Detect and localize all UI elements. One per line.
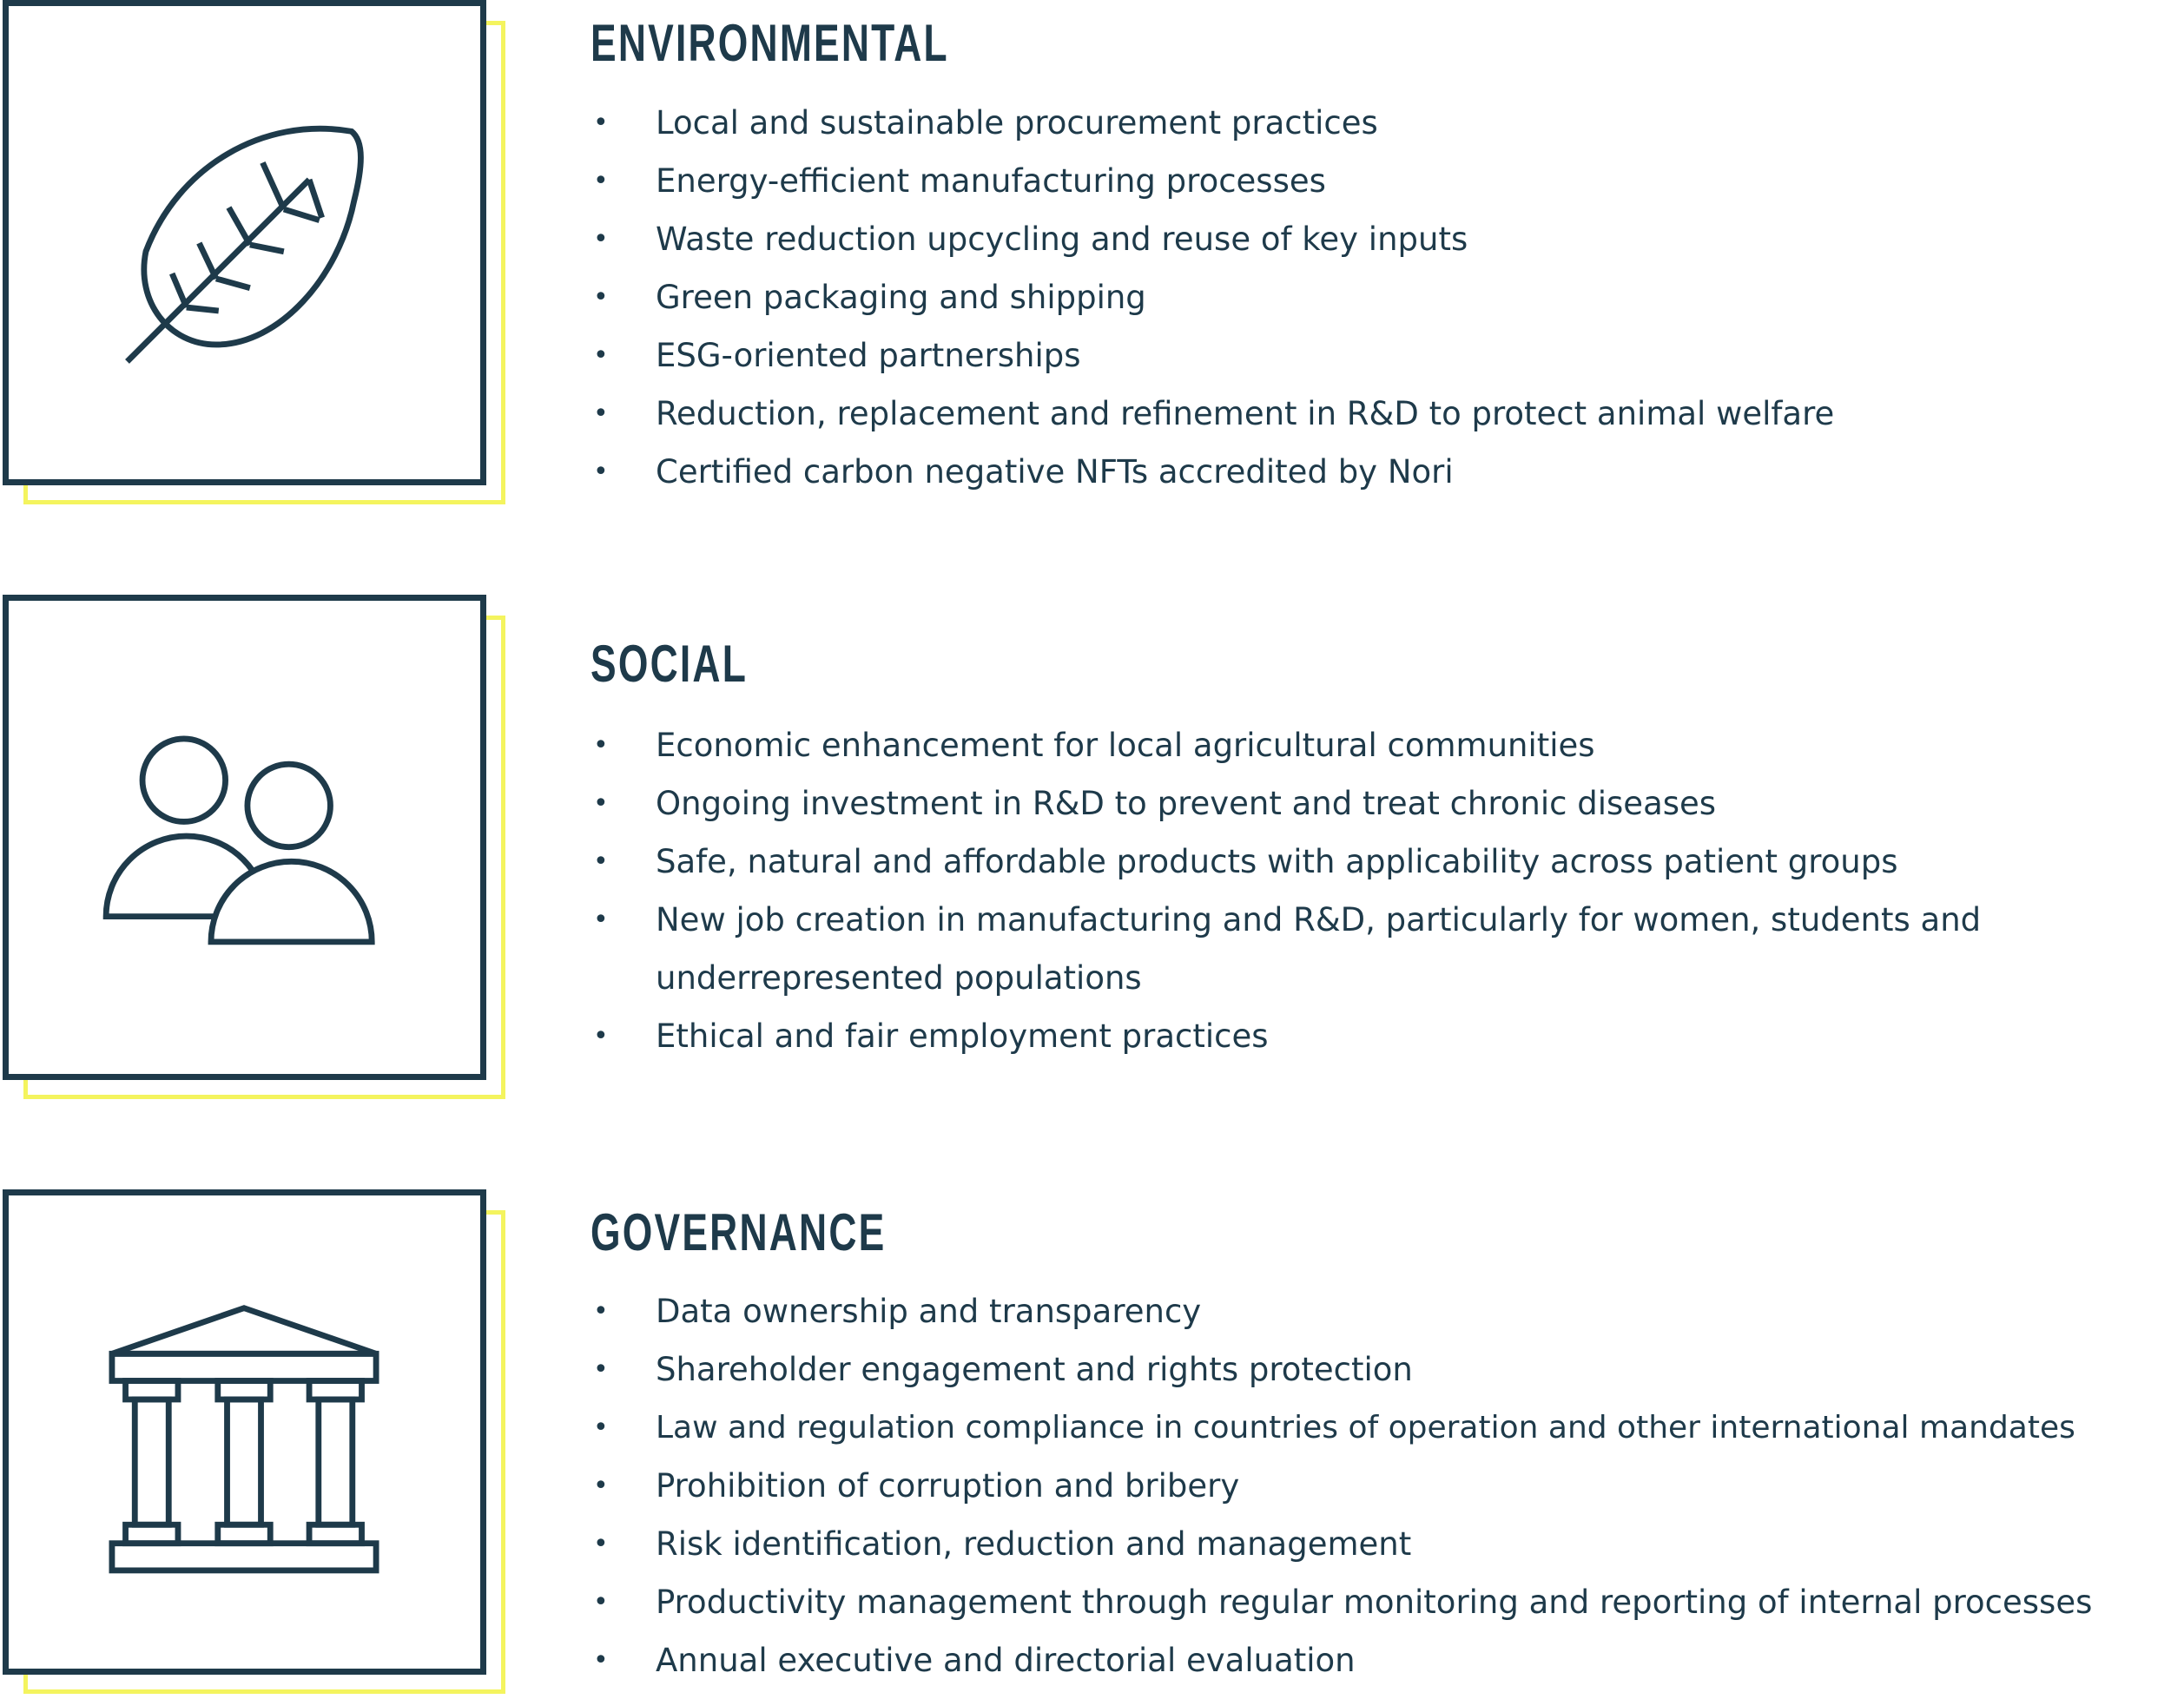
section-title: GOVERNANCE <box>591 1203 887 1261</box>
list-item-text: ESG-oriented partnerships <box>656 337 1081 374</box>
list-item-text: Economic enhancement for local agricultu… <box>656 727 1595 764</box>
list-item-text: Ongoing investment in R&D to prevent and… <box>656 785 1717 822</box>
section-title: ENVIRONMENTAL <box>591 14 949 72</box>
list-item: • Safe, natural and affordable products w… <box>591 833 2180 891</box>
environmental-icon-box <box>3 0 505 504</box>
list-item-text: Annual executive and directorial evaluat… <box>656 1642 1356 1679</box>
list-item-text: New job creation in manufacturing and R&… <box>656 901 1982 997</box>
bullet: • <box>593 1354 609 1385</box>
bullet: • <box>593 340 609 371</box>
governance-list: • Data ownership and transparency • Shareh… <box>591 1282 2180 1689</box>
bullet: • <box>593 1645 609 1676</box>
bullet: • <box>593 166 609 196</box>
people-icon <box>102 735 375 945</box>
building-columns-icon <box>109 1305 379 1574</box>
bullet: • <box>593 457 609 487</box>
bullet: • <box>593 282 609 313</box>
list-item: • New job creation in manufacturing and R… <box>591 891 2180 1007</box>
section-title: SOCIAL <box>591 635 749 693</box>
icon-box-frame <box>3 0 486 485</box>
icon-box-frame <box>3 595 486 1080</box>
list-item-text: Safe, natural and affordable products wi… <box>656 843 1898 880</box>
bullet: • <box>593 1587 609 1617</box>
list-item: • Ethical and fair employment practices <box>591 1007 2180 1065</box>
list-item: • Annual executive and directorial evalua… <box>591 1631 2180 1689</box>
bullet: • <box>593 905 609 935</box>
icon-box-frame <box>3 1189 486 1675</box>
list-item-text: Certified carbon negative NFTs accredite… <box>656 453 1454 491</box>
bullet: • <box>593 224 609 254</box>
social-list: • Economic enhancement for local agricult… <box>591 716 2180 1065</box>
list-item: • Local and sustainable procurement pract… <box>591 94 2180 152</box>
bullet: • <box>593 730 609 761</box>
leaf-icon <box>125 125 364 364</box>
bullet: • <box>593 788 609 819</box>
list-item: • Energy-efficient manufacturing processe… <box>591 152 2180 210</box>
list-item-text: Energy-efficient manufacturing processes <box>656 162 1326 200</box>
bullet: • <box>593 1471 609 1501</box>
bullet: • <box>593 1413 609 1443</box>
list-item: • Green packaging and shipping <box>591 268 2180 326</box>
list-item: • Reduction, replacement and refinement i… <box>591 385 2180 443</box>
list-item-text: Reduction, replacement and refinement in… <box>656 395 1835 432</box>
environmental-list: • Local and sustainable procurement pract… <box>591 94 2180 501</box>
bullet: • <box>593 846 609 877</box>
list-item-text: Productivity management through regular … <box>656 1584 2093 1621</box>
list-item-text: Ethical and fair employment practices <box>656 1017 1269 1055</box>
bullet: • <box>593 108 609 138</box>
list-item-text: Local and sustainable procurement practi… <box>656 104 1378 142</box>
bullet: • <box>593 1021 609 1051</box>
list-item: • Ongoing investment in R&D to prevent an… <box>591 774 2180 833</box>
list-item: • Shareholder engagement and rights prote… <box>591 1340 2180 1399</box>
governance-icon-box <box>3 1189 505 1694</box>
list-item-text: Shareholder engagement and rights protec… <box>656 1351 1413 1388</box>
list-item: • Economic enhancement for local agricult… <box>591 716 2180 774</box>
bullet: • <box>593 1529 609 1559</box>
list-item: • Law and regulation compliance in countr… <box>591 1399 2180 1457</box>
list-item: • Prohibition of corruption and bribery <box>591 1457 2180 1515</box>
list-item-text: Prohibition of corruption and bribery <box>656 1467 1240 1505</box>
list-item-text: Risk identification, reduction and manag… <box>656 1525 1412 1563</box>
social-icon-box <box>3 595 505 1099</box>
list-item-text: Data ownership and transparency <box>656 1293 1202 1330</box>
list-item: • Productivity management through regular… <box>591 1573 2180 1631</box>
list-item: • Waste reduction upcycling and reuse of … <box>591 210 2180 268</box>
bullet: • <box>593 398 609 429</box>
list-item-text: Green packaging and shipping <box>656 279 1146 316</box>
list-item: • Risk identification, reduction and mana… <box>591 1515 2180 1573</box>
list-item: • Certified carbon negative NFTs accredit… <box>591 443 2180 501</box>
list-item: • Data ownership and transparency <box>591 1282 2180 1340</box>
list-item: • ESG-oriented partnerships <box>591 326 2180 385</box>
list-item-text: Waste reduction upcycling and reuse of k… <box>656 221 1468 258</box>
bullet: • <box>593 1296 609 1327</box>
list-item-text: Law and regulation compliance in countri… <box>656 1410 2075 1445</box>
